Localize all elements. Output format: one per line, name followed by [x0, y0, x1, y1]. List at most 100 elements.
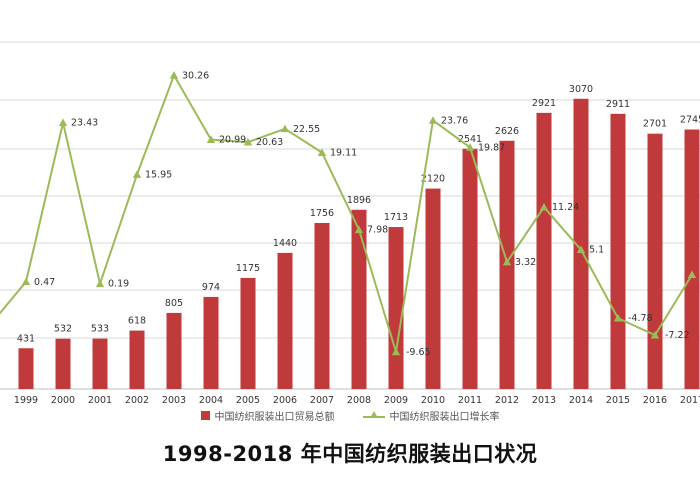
growth-label-2007: 19.11	[330, 148, 357, 159]
bar-label-2003: 805	[165, 298, 183, 309]
growth-marker-1999	[21, 277, 31, 286]
bar-2016	[647, 133, 663, 389]
growth-label-2000: 23.43	[71, 118, 98, 129]
bar-2008	[351, 209, 367, 389]
bar-label-2000: 532	[54, 324, 72, 335]
x-tick-2015: 2015	[606, 395, 630, 406]
growth-label-2010: 23.76	[441, 115, 468, 126]
growth-label-2006: 22.55	[293, 124, 320, 135]
bar-2010	[425, 188, 441, 389]
growth-label-2014: 5.1	[589, 245, 604, 256]
growth-marker-2010	[428, 116, 438, 124]
x-tick-2001: 2001	[88, 395, 112, 406]
legend-label-bar: 中国纺织服装出口贸易总额	[214, 412, 335, 423]
bar-label-2013: 2921	[532, 98, 556, 109]
x-tick-2014: 2014	[569, 395, 593, 406]
legend-label-line: 中国纺织服装出口增长率	[389, 412, 500, 423]
growth-label-2002: 15.95	[145, 170, 172, 181]
growth-label-2003: 30.26	[182, 70, 209, 81]
bar-label-2005: 1175	[236, 263, 260, 274]
growth-marker-2007	[317, 148, 327, 156]
legend-bar-swatch	[200, 411, 210, 420]
bar-2006	[277, 252, 293, 389]
x-tick-2010: 2010	[421, 395, 445, 406]
growth-marker-2012	[502, 257, 512, 266]
growth-marker-2005	[243, 137, 253, 146]
growth-label-2015: -4.78	[628, 313, 653, 324]
growth-marker-2004	[206, 135, 216, 143]
growth-marker-2002	[132, 170, 142, 178]
bar-label-2002: 618	[128, 316, 146, 327]
bar-label-2015: 2911	[606, 99, 630, 110]
growth-label-2012: 3.32	[515, 257, 536, 268]
growth-marker-2017	[687, 270, 697, 279]
x-tick-2017: 2017	[680, 395, 700, 406]
bar-label-2007: 1756	[310, 208, 334, 219]
bar-2000	[55, 338, 71, 389]
bar-2013	[536, 112, 552, 389]
bar-2007	[314, 223, 330, 389]
x-tick-2003: 2003	[162, 395, 186, 406]
x-tick-2009: 2009	[384, 395, 408, 406]
x-tick-2000: 2000	[51, 395, 75, 406]
growth-label-2011: 19.87	[478, 142, 505, 153]
chart-caption: 1998-2018 年中国纺织服装出口状况	[162, 442, 538, 466]
bar-label-1999: 431	[17, 333, 35, 344]
growth-label-2004: 20.99	[219, 135, 246, 146]
chart-legend: 中国纺织服装出口贸易总额 中国纺织服装出口增长率	[0, 408, 700, 423]
bar-1999	[18, 348, 34, 389]
bar-label-2009: 1713	[384, 212, 408, 223]
bar-2011	[462, 148, 478, 389]
growth-marker-2014	[576, 245, 586, 254]
growth-label-1999: 0.47	[34, 277, 55, 288]
growth-label-2008: 7.98	[367, 225, 388, 236]
chart-area: 431 532 533 618 805 974 1175 1440 1756 1896 1713 21…	[0, 41, 700, 406]
bar-2009	[388, 227, 404, 389]
bar-label-2006: 1440	[273, 238, 297, 249]
growth-marker-2003	[169, 71, 179, 79]
growth-label-2005: 20.63	[256, 137, 283, 148]
bar-label-2011: 2541	[458, 134, 482, 145]
x-tick-2016: 2016	[643, 395, 667, 406]
growth-marker-2015	[613, 313, 623, 322]
bar-2005	[240, 277, 256, 389]
bar-label-2017: 2745	[680, 115, 700, 126]
x-tick-2002: 2002	[125, 395, 149, 406]
x-tick-2007: 2007	[310, 395, 334, 406]
growth-label-2016: -7.22	[665, 330, 690, 341]
x-tick-2006: 2006	[273, 395, 297, 406]
combo-chart: 431 532 533 618 805 974 1175 1440 1756 1896 1713 21…	[0, 41, 700, 406]
growth-label-2013: 11.24	[552, 202, 579, 213]
bar-label-2008: 1896	[347, 195, 371, 206]
bar-2003	[166, 312, 182, 389]
growth-marker-2013	[539, 202, 549, 211]
growth-marker-2001	[95, 279, 105, 288]
bar-label-2014: 3070	[569, 84, 593, 95]
legend-item-bar: 中国纺织服装出口贸易总额	[200, 408, 335, 423]
x-tick-2012: 2012	[495, 395, 519, 406]
bar-2004	[203, 296, 219, 389]
bar-label-2001: 533	[91, 324, 109, 335]
growth-marker-2000	[58, 118, 68, 127]
bar-label-2016: 2701	[643, 119, 667, 130]
growth-label-2001: 0.19	[108, 279, 129, 290]
bar-2002	[129, 330, 145, 389]
growth-marker-2016	[650, 330, 660, 339]
x-tick-2005: 2005	[236, 395, 260, 406]
x-tick-1999: 1999	[14, 395, 38, 406]
bar-2001	[92, 338, 108, 389]
growth-marker-2009	[391, 347, 401, 356]
bar-label-2012: 2626	[495, 126, 519, 137]
legend-line-swatch	[362, 410, 385, 421]
growth-marker-2008	[354, 225, 364, 234]
growth-marker-2011	[465, 143, 475, 151]
bar-label-2004: 974	[202, 282, 220, 293]
bar-2017	[684, 129, 700, 390]
bar-label-2010: 2120	[421, 174, 445, 185]
growth-label-2009: -9.65	[406, 347, 431, 358]
x-tick-2013: 2013	[532, 395, 556, 406]
growth-marker-2006	[280, 124, 290, 133]
legend-item-line: 中国纺织服装出口增长率	[362, 408, 500, 423]
bar-2015	[610, 113, 626, 389]
x-tick-2008: 2008	[347, 395, 371, 406]
